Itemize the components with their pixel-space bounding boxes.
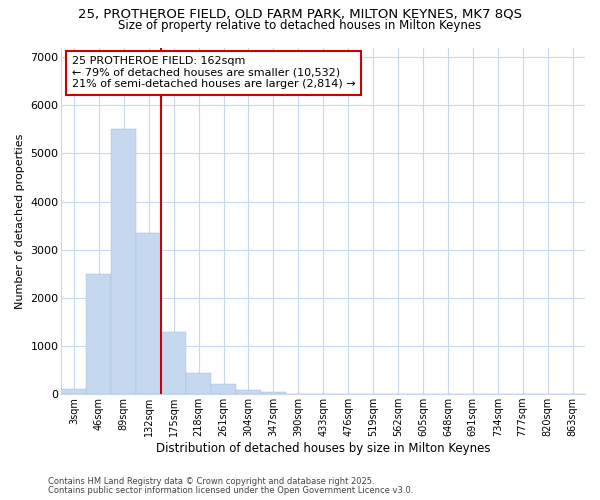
Y-axis label: Number of detached properties: Number of detached properties [15,133,25,308]
Bar [186,372,211,394]
Text: Contains HM Land Registry data © Crown copyright and database right 2025.: Contains HM Land Registry data © Crown c… [48,477,374,486]
Text: Contains public sector information licensed under the Open Government Licence v3: Contains public sector information licen… [48,486,413,495]
Bar [236,390,261,394]
Text: 25 PROTHEROE FIELD: 162sqm
← 79% of detached houses are smaller (10,532)
21% of : 25 PROTHEROE FIELD: 162sqm ← 79% of deta… [72,56,356,90]
Text: 25, PROTHEROE FIELD, OLD FARM PARK, MILTON KEYNES, MK7 8QS: 25, PROTHEROE FIELD, OLD FARM PARK, MILT… [78,8,522,20]
Bar [136,233,161,394]
Bar [211,384,236,394]
Text: Size of property relative to detached houses in Milton Keynes: Size of property relative to detached ho… [118,19,482,32]
Bar [261,392,286,394]
Bar [86,274,112,394]
Bar [161,332,186,394]
Bar [61,390,86,394]
Bar [112,130,136,394]
X-axis label: Distribution of detached houses by size in Milton Keynes: Distribution of detached houses by size … [156,442,490,455]
